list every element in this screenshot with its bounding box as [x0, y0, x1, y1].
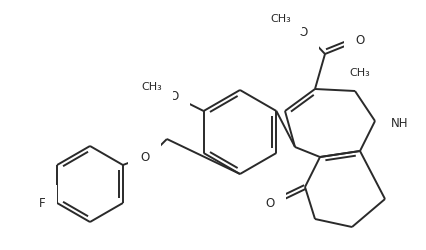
Text: CH₃: CH₃	[270, 14, 291, 24]
Text: F: F	[38, 197, 45, 210]
Text: O: O	[354, 33, 364, 46]
Text: CH₃: CH₃	[349, 68, 369, 78]
Text: CH₃: CH₃	[141, 82, 161, 92]
Text: O: O	[298, 26, 307, 39]
Text: O: O	[140, 151, 149, 164]
Text: O: O	[265, 197, 274, 210]
Text: O: O	[169, 90, 178, 103]
Text: NH: NH	[390, 117, 408, 130]
